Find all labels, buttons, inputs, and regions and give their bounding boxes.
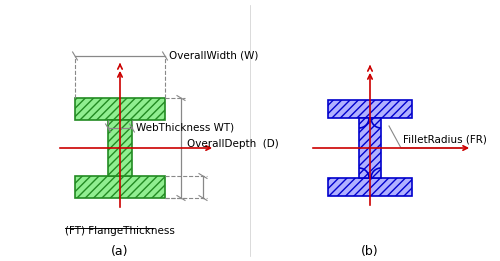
Bar xyxy=(75,98,165,120)
Bar xyxy=(328,178,412,196)
Text: FilletRadius (FR): FilletRadius (FR) xyxy=(403,134,487,144)
Text: (a): (a) xyxy=(111,245,129,258)
Text: OverallWidth (W): OverallWidth (W) xyxy=(169,51,258,61)
Bar xyxy=(328,100,412,118)
Bar xyxy=(359,118,381,178)
Bar xyxy=(75,176,165,198)
Text: (b): (b) xyxy=(361,245,379,258)
Text: OverallDepth  (D): OverallDepth (D) xyxy=(187,139,279,149)
Text: WebThickness WT): WebThickness WT) xyxy=(136,123,234,133)
Text: (FT) FlangeThickness: (FT) FlangeThickness xyxy=(65,226,175,236)
Bar xyxy=(108,120,132,176)
